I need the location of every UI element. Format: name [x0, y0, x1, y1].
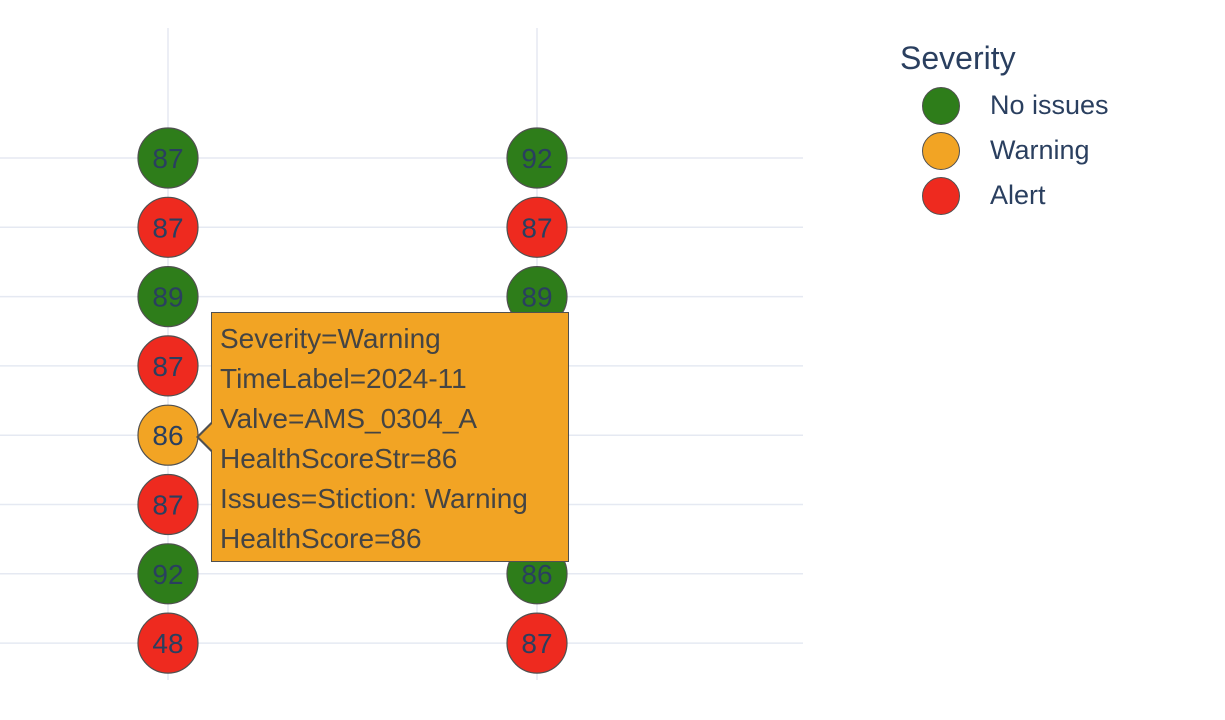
legend-label-warning: Warning — [990, 135, 1090, 165]
marker-0-4[interactable]: 86 — [137, 404, 199, 466]
marker-circle[interactable] — [506, 127, 568, 189]
marker-label: 87 — [521, 628, 552, 659]
chart-legend: Severity No issues Warning Alert — [900, 40, 1109, 218]
marker-circle[interactable] — [137, 196, 199, 258]
marker-0-5[interactable]: 87 — [137, 473, 199, 536]
marker-label: 92 — [152, 559, 183, 590]
marker-circle[interactable] — [137, 127, 199, 189]
tooltip-line-timelabel: TimeLabel=2024-11 — [220, 363, 467, 394]
marker-1-2[interactable]: 89 — [506, 266, 568, 328]
tooltip-line-issues: Issues=Stiction: Warning — [220, 483, 528, 514]
marker-circle[interactable] — [506, 612, 568, 674]
marker-label: 87 — [152, 351, 183, 382]
marker-label: 86 — [152, 420, 183, 451]
legend-marker-no-issues — [922, 86, 960, 125]
marker-circle[interactable] — [137, 543, 199, 605]
marker-circle[interactable] — [137, 266, 199, 328]
legend-label-no-issues: No issues — [990, 90, 1109, 120]
marker-circle[interactable] — [506, 196, 568, 258]
marker-label: 48 — [152, 628, 183, 659]
marker-circle[interactable] — [137, 473, 199, 536]
marker-0-1[interactable]: 87 — [137, 196, 199, 258]
marker-1-1[interactable]: 87 — [506, 196, 568, 258]
tooltip-line-healthscore: HealthScore=86 — [220, 523, 422, 554]
marker-label: 87 — [152, 143, 183, 174]
tooltip-pointer-fill — [199, 423, 213, 451]
legend-item-alert[interactable]: Alert — [922, 173, 1109, 218]
marker-1-0[interactable]: 92 — [506, 127, 568, 189]
marker-0-7[interactable]: 48 — [137, 612, 199, 674]
marker-label: 87 — [521, 212, 552, 243]
marker-label: 87 — [152, 212, 183, 243]
marker-label: 92 — [521, 143, 552, 174]
marker-circle[interactable] — [137, 612, 199, 674]
marker-1-7[interactable]: 87 — [506, 612, 568, 674]
legend-marker-warning — [922, 131, 960, 170]
marker-circle[interactable] — [137, 335, 199, 397]
tooltip-line-severity: Severity=Warning — [220, 323, 441, 354]
marker-label: 87 — [152, 490, 183, 521]
legend-title: Severity — [900, 40, 1016, 76]
legend-label-alert: Alert — [990, 180, 1046, 210]
marker-0-3[interactable]: 87 — [137, 335, 199, 397]
marker-0-6[interactable]: 92 — [137, 543, 199, 605]
marker-0-2[interactable]: 89 — [137, 266, 199, 328]
marker-0-0[interactable]: 87 — [137, 127, 199, 189]
legend-item-no-issues[interactable]: No issues — [922, 83, 1109, 128]
legend-marker-alert — [922, 176, 960, 215]
tooltip-line-healthscorestr: HealthScoreStr=86 — [220, 443, 458, 474]
legend-item-warning[interactable]: Warning — [922, 128, 1109, 173]
marker-label: 89 — [521, 282, 552, 313]
hover-tooltip: Severity=Warning TimeLabel=2024-11 Valve… — [211, 312, 569, 562]
tooltip-line-valve: Valve=AMS_0304_A — [220, 403, 478, 434]
marker-label: 86 — [521, 559, 552, 590]
marker-label: 89 — [152, 282, 183, 313]
